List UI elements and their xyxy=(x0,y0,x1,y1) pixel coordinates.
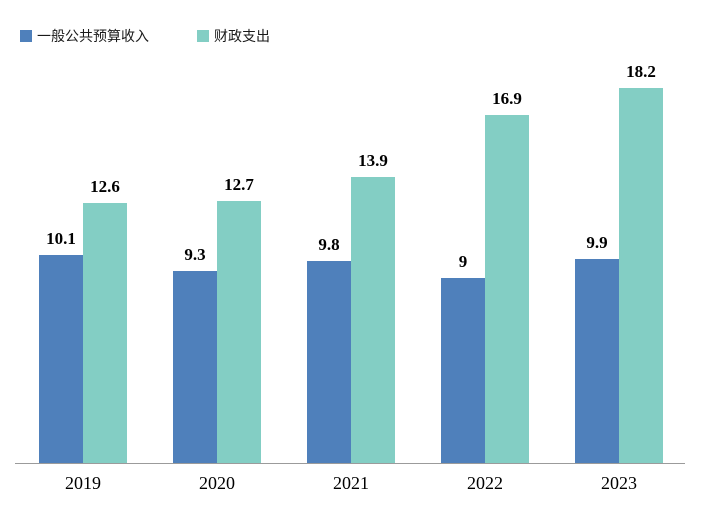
value-label-series1-2020: 12.7 xyxy=(224,175,254,194)
value-label-series1-2023: 18.2 xyxy=(626,62,656,81)
bar-series0-2023 xyxy=(575,259,619,463)
bar-series0-2020 xyxy=(173,271,217,463)
x-axis-tick-label-2021: 2021 xyxy=(333,473,369,493)
revenue-swatch-icon xyxy=(20,30,32,42)
bar-series1-2020 xyxy=(217,201,261,463)
x-axis-line xyxy=(15,462,685,464)
bar-series1-2021 xyxy=(351,177,395,463)
bar-series0-2019 xyxy=(39,255,83,463)
x-axis-tick-label-2023: 2023 xyxy=(601,473,637,493)
value-label-series0-2019: 10.1 xyxy=(46,229,76,248)
expenditure-swatch-icon xyxy=(197,30,209,42)
bar-series1-2022 xyxy=(485,115,529,463)
value-label-series1-2022: 16.9 xyxy=(492,89,522,108)
value-label-series1-2021: 13.9 xyxy=(358,151,388,170)
legend: 一般公共预算收入 财政支出 xyxy=(0,0,720,50)
value-label-series0-2021: 9.8 xyxy=(318,235,340,254)
bar-series0-2022 xyxy=(441,278,485,463)
legend-item-expenditure: 财政支出 xyxy=(197,29,270,43)
legend-label-revenue: 一般公共预算收入 xyxy=(37,28,149,44)
bar-series1-2019 xyxy=(83,203,127,463)
x-axis-tick-label-2019: 2019 xyxy=(65,473,101,493)
value-label-series1-2019: 12.6 xyxy=(90,177,120,196)
value-label-series0-2020: 9.3 xyxy=(184,245,206,264)
value-label-series0-2023: 9.9 xyxy=(586,233,608,252)
x-axis-tick-label-2020: 2020 xyxy=(199,473,235,493)
x-axis-tick-label-2022: 2022 xyxy=(467,473,503,493)
legend-item-revenue: 一般公共预算收入 xyxy=(20,29,149,43)
bar-series1-2023 xyxy=(619,88,663,463)
bar-series0-2021 xyxy=(307,261,351,463)
value-label-series0-2022: 9 xyxy=(458,252,468,271)
legend-label-expenditure: 财政支出 xyxy=(214,28,270,44)
